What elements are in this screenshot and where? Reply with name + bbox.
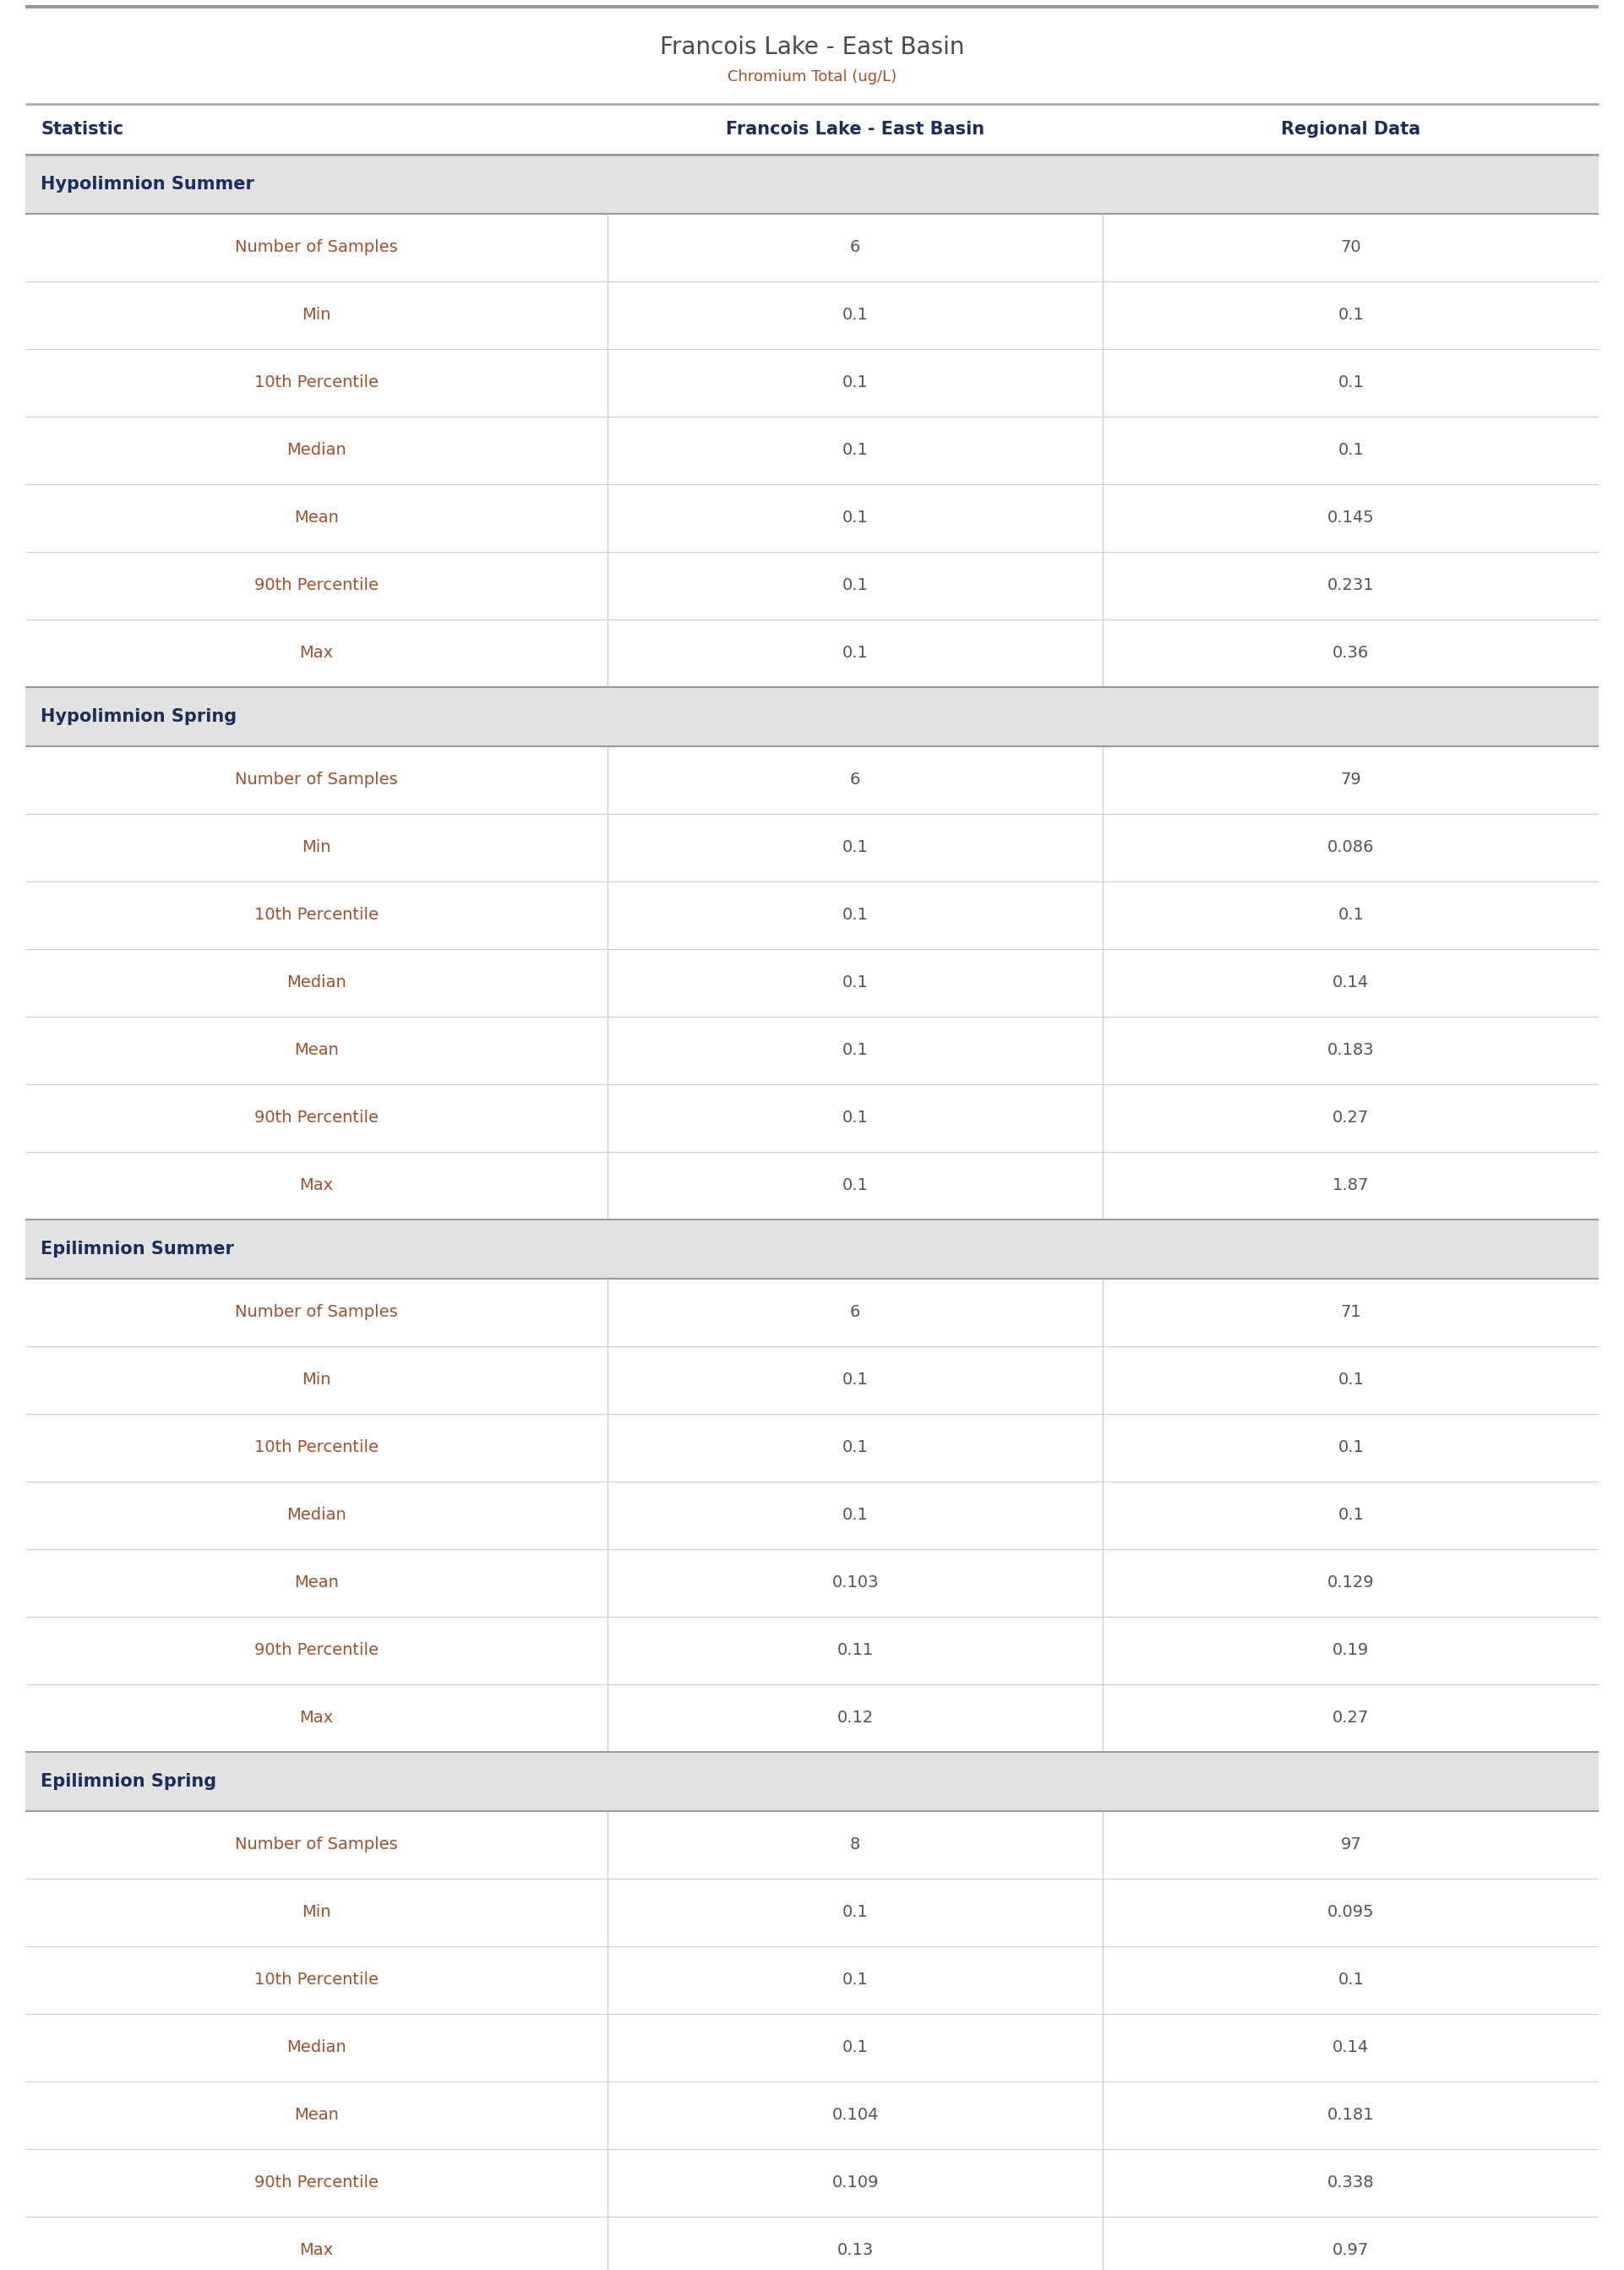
Text: 90th Percentile: 90th Percentile — [255, 577, 378, 595]
Text: 0.1: 0.1 — [843, 1178, 869, 1194]
Text: Max: Max — [299, 1709, 333, 1725]
Text: 0.1: 0.1 — [843, 840, 869, 856]
Text: 90th Percentile: 90th Percentile — [255, 2175, 378, 2191]
Bar — [26, 154, 1598, 213]
Text: 0.1: 0.1 — [843, 1507, 869, 1523]
Text: 0.086: 0.086 — [1327, 840, 1374, 856]
Text: 0.1: 0.1 — [843, 1905, 869, 1920]
Text: 0.13: 0.13 — [836, 2243, 874, 2259]
Text: Number of Samples: Number of Samples — [235, 241, 398, 257]
Text: 10th Percentile: 10th Percentile — [255, 1973, 378, 1989]
Text: Hypolimnion Spring: Hypolimnion Spring — [41, 708, 237, 724]
Text: Min: Min — [302, 1371, 331, 1389]
Text: 0.1: 0.1 — [843, 2041, 869, 2057]
Text: Median: Median — [286, 2041, 346, 2057]
Text: 0.11: 0.11 — [836, 1643, 874, 1659]
Text: 0.1: 0.1 — [1338, 1371, 1364, 1389]
Text: 0.1: 0.1 — [843, 645, 869, 661]
Text: 0.183: 0.183 — [1327, 1042, 1374, 1058]
Text: 0.1: 0.1 — [843, 1371, 869, 1389]
Text: 0.109: 0.109 — [831, 2175, 879, 2191]
Text: 0.104: 0.104 — [831, 2107, 879, 2122]
Text: 0.1: 0.1 — [843, 1439, 869, 1455]
Text: 0.14: 0.14 — [1333, 2041, 1369, 2057]
Text: 0.1: 0.1 — [1338, 1973, 1364, 1989]
Text: Median: Median — [286, 443, 346, 459]
Text: 0.338: 0.338 — [1327, 2175, 1374, 2191]
Text: 0.181: 0.181 — [1327, 2107, 1374, 2122]
Text: Hypolimnion Summer: Hypolimnion Summer — [41, 175, 255, 193]
Text: 0.27: 0.27 — [1333, 1709, 1369, 1725]
Text: Mean: Mean — [294, 2107, 339, 2122]
Text: 0.97: 0.97 — [1333, 2243, 1369, 2259]
Text: 0.1: 0.1 — [1338, 1507, 1364, 1523]
Text: Number of Samples: Number of Samples — [235, 1836, 398, 1852]
Text: Min: Min — [302, 840, 331, 856]
Text: Number of Samples: Number of Samples — [235, 1305, 398, 1321]
Text: 0.145: 0.145 — [1327, 511, 1374, 527]
Text: Max: Max — [299, 645, 333, 661]
Text: Chromium Total (ug/L): Chromium Total (ug/L) — [728, 68, 896, 84]
Text: 0.1: 0.1 — [843, 1110, 869, 1126]
Text: Min: Min — [302, 306, 331, 322]
Text: 0.1: 0.1 — [843, 306, 869, 322]
Text: Median: Median — [286, 974, 346, 992]
Text: 0.1: 0.1 — [843, 577, 869, 595]
Text: 90th Percentile: 90th Percentile — [255, 1110, 378, 1126]
Text: 0.1: 0.1 — [1338, 1439, 1364, 1455]
Text: 10th Percentile: 10th Percentile — [255, 908, 378, 924]
Text: 0.1: 0.1 — [1338, 306, 1364, 322]
Text: 0.1: 0.1 — [843, 1042, 869, 1058]
Text: Median: Median — [286, 1507, 346, 1523]
Text: 0.1: 0.1 — [843, 974, 869, 992]
Text: 0.103: 0.103 — [831, 1575, 879, 1591]
Text: 97: 97 — [1340, 1836, 1361, 1852]
Text: Mean: Mean — [294, 511, 339, 527]
Text: Mean: Mean — [294, 1575, 339, 1591]
Text: 90th Percentile: 90th Percentile — [255, 1643, 378, 1659]
Text: 6: 6 — [849, 241, 861, 257]
Text: 79: 79 — [1340, 772, 1361, 788]
Text: 10th Percentile: 10th Percentile — [255, 1439, 378, 1455]
Text: Number of Samples: Number of Samples — [235, 772, 398, 788]
Text: Min: Min — [302, 1905, 331, 1920]
Text: Francois Lake - East Basin: Francois Lake - East Basin — [726, 120, 984, 138]
Text: 0.14: 0.14 — [1333, 974, 1369, 992]
Text: Regional Data: Regional Data — [1281, 120, 1421, 138]
Text: 0.231: 0.231 — [1327, 577, 1374, 595]
Text: 0.36: 0.36 — [1333, 645, 1369, 661]
Text: 0.12: 0.12 — [836, 1709, 874, 1725]
Text: 70: 70 — [1340, 241, 1361, 257]
Text: Statistic: Statistic — [41, 120, 123, 138]
Text: 10th Percentile: 10th Percentile — [255, 375, 378, 390]
Text: 0.1: 0.1 — [1338, 375, 1364, 390]
Text: 0.1: 0.1 — [1338, 908, 1364, 924]
Text: 6: 6 — [849, 772, 861, 788]
Text: 0.1: 0.1 — [1338, 443, 1364, 459]
Text: 8: 8 — [849, 1836, 861, 1852]
Text: 6: 6 — [849, 1305, 861, 1321]
Text: 0.095: 0.095 — [1327, 1905, 1374, 1920]
Bar — [26, 688, 1598, 747]
Text: 0.19: 0.19 — [1333, 1643, 1369, 1659]
Text: 0.129: 0.129 — [1327, 1575, 1374, 1591]
Text: Mean: Mean — [294, 1042, 339, 1058]
Text: 0.1: 0.1 — [843, 443, 869, 459]
Text: Epilimnion Spring: Epilimnion Spring — [41, 1773, 216, 1791]
Text: Max: Max — [299, 1178, 333, 1194]
Text: 0.1: 0.1 — [843, 1973, 869, 1989]
Text: Max: Max — [299, 2243, 333, 2259]
Text: Epilimnion Summer: Epilimnion Summer — [41, 1242, 234, 1258]
Text: 1.87: 1.87 — [1333, 1178, 1369, 1194]
Text: 71: 71 — [1340, 1305, 1361, 1321]
Bar — [26, 1219, 1598, 1278]
Text: Francois Lake - East Basin: Francois Lake - East Basin — [659, 36, 965, 59]
Text: 0.27: 0.27 — [1333, 1110, 1369, 1126]
Text: 0.1: 0.1 — [843, 908, 869, 924]
Text: 0.1: 0.1 — [843, 511, 869, 527]
Text: 0.1: 0.1 — [843, 375, 869, 390]
Bar — [26, 1752, 1598, 1811]
